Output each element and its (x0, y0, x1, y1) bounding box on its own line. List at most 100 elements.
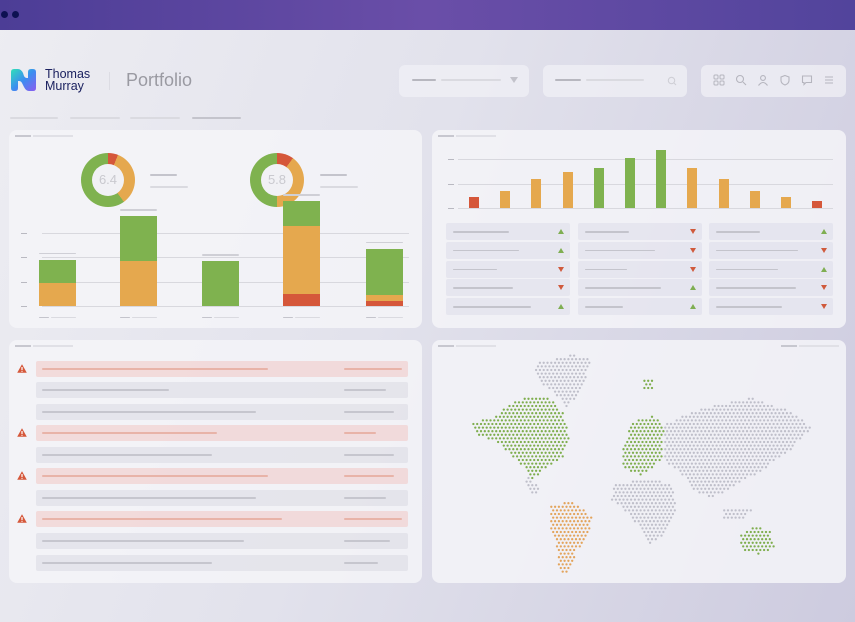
kpi-trend-item[interactable] (709, 260, 833, 278)
alert-row-warning[interactable] (36, 361, 408, 377)
distribution-bar[interactable] (656, 149, 667, 208)
bar-total-label-placeholder (120, 209, 157, 211)
row-title-placeholder (42, 454, 212, 456)
user-icon[interactable] (757, 74, 769, 86)
stacked-bar-segment-amber[interactable] (39, 282, 76, 306)
bar-total-label-placeholder (366, 241, 403, 244)
y-tick-label-placeholder (448, 183, 454, 185)
breadcrumb-item[interactable] (130, 117, 180, 119)
kpi-trend-item[interactable] (709, 241, 833, 259)
row-value-placeholder (344, 411, 394, 413)
alert-row[interactable] (36, 382, 408, 398)
y-tick-label-placeholder (448, 208, 454, 209)
distribution-bar[interactable] (812, 201, 823, 208)
search-icon[interactable] (735, 74, 747, 86)
score-donut-chart[interactable]: 5.8 (250, 153, 304, 207)
x-axis-sublabel-placeholder (132, 317, 157, 318)
kpi-label-placeholder (453, 231, 509, 233)
gridline (458, 183, 833, 185)
stacked-bar-segment-amber[interactable] (283, 225, 320, 294)
alert-row-warning[interactable] (36, 468, 408, 484)
kpi-label-placeholder (585, 306, 623, 308)
stacked-bar-segment-amber[interactable] (120, 261, 157, 306)
kpi-trend-item[interactable] (709, 298, 833, 316)
distribution-bar[interactable] (687, 167, 698, 208)
row-value-placeholder (344, 368, 402, 370)
row-title-placeholder (42, 368, 268, 370)
world-dot-map[interactable] (432, 340, 846, 583)
distribution-bar[interactable] (781, 196, 791, 208)
filter-dropdown[interactable] (399, 65, 529, 97)
kpi-trend-item[interactable] (709, 223, 833, 240)
distribution-bar[interactable] (593, 167, 604, 208)
trend-up-icon (690, 285, 696, 291)
alert-row[interactable] (36, 490, 408, 506)
window-close-dot[interactable] (1, 11, 8, 18)
row-title-placeholder (42, 562, 212, 564)
donut-legend-sublabel (320, 186, 358, 188)
stacked-bar-chart (9, 130, 422, 328)
row-title-placeholder (42, 518, 282, 520)
row-value-placeholder (344, 389, 386, 391)
kpi-trend-item[interactable] (446, 260, 570, 278)
stacked-bar-segment-green[interactable] (120, 216, 157, 262)
stacked-bar-segment-red[interactable] (366, 300, 403, 306)
kpi-trend-item[interactable] (578, 223, 702, 240)
kpi-trend-item[interactable] (446, 241, 570, 259)
alert-row-warning[interactable] (36, 511, 408, 527)
distribution-card (432, 130, 846, 328)
distribution-bar[interactable] (749, 191, 760, 208)
kpi-trend-item[interactable] (578, 279, 702, 297)
kpi-label-placeholder (716, 231, 760, 233)
row-title-placeholder (42, 540, 244, 542)
stacked-bar-segment-red[interactable] (283, 293, 320, 306)
kpi-trend-item[interactable] (446, 279, 570, 297)
chat-icon[interactable] (801, 74, 813, 86)
kpi-trend-item[interactable] (578, 241, 702, 259)
kpi-trend-item[interactable] (709, 279, 833, 297)
stacked-bar-segment-green[interactable] (39, 259, 76, 283)
kpi-trend-item[interactable] (446, 298, 570, 316)
grid-icon[interactable] (713, 74, 725, 86)
alert-row[interactable] (36, 555, 408, 571)
distribution-bar[interactable] (625, 158, 635, 208)
warning-icon (17, 364, 27, 373)
card-subtitle-placeholder (456, 135, 496, 137)
alert-row[interactable] (36, 447, 408, 463)
kpi-label-placeholder (453, 249, 519, 252)
breadcrumb-item[interactable] (70, 117, 120, 119)
distribution-bar[interactable] (562, 172, 573, 208)
distribution-bar[interactable] (718, 178, 729, 208)
alert-row[interactable] (36, 404, 408, 420)
kpi-trend-item[interactable] (446, 223, 570, 240)
world-map-card (432, 340, 846, 583)
stacked-bar-segment-amber[interactable] (366, 295, 403, 301)
warning-icon (17, 514, 27, 523)
menu-icon[interactable] (823, 74, 835, 86)
breadcrumb-item[interactable] (10, 117, 58, 119)
trend-up-icon (558, 229, 564, 234)
alert-row-warning[interactable] (36, 425, 408, 441)
stacked-bar-segment-green[interactable] (366, 248, 403, 296)
bar-total-label-placeholder (202, 254, 239, 256)
shield-icon[interactable] (779, 74, 791, 86)
distribution-bar[interactable] (500, 191, 511, 208)
stacked-bar-segment-green[interactable] (202, 261, 239, 306)
trend-up-icon (821, 229, 827, 234)
kpi-trend-item[interactable] (578, 298, 702, 316)
row-title-placeholder (42, 497, 256, 499)
card-title-placeholder (438, 345, 454, 347)
kpi-trend-item[interactable] (578, 260, 702, 278)
score-donut-chart[interactable]: 6.4 (81, 153, 135, 207)
distribution-bar[interactable] (531, 178, 542, 208)
bar-total-label-placeholder (39, 252, 76, 255)
row-value-placeholder (344, 540, 390, 542)
alert-row[interactable] (36, 533, 408, 549)
search-icon[interactable] (667, 76, 677, 86)
thomas-murray-logo-icon[interactable] (9, 68, 37, 92)
distribution-bar[interactable] (469, 196, 479, 208)
search-input[interactable] (543, 65, 687, 97)
window-minimize-dot[interactable] (12, 11, 19, 18)
breadcrumb-item-active[interactable] (192, 117, 241, 119)
stacked-bar-segment-green[interactable] (283, 201, 320, 226)
